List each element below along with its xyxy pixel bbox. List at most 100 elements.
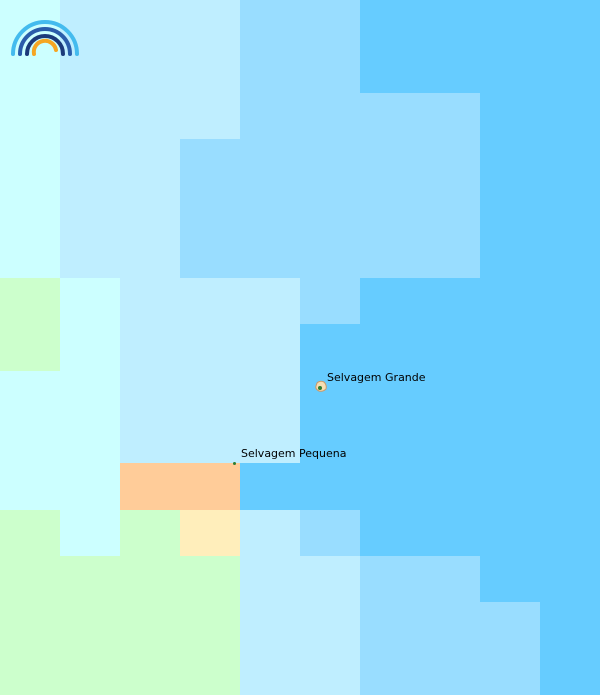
depth-cell — [120, 417, 180, 463]
depth-cell — [300, 46, 360, 93]
depth-cell — [180, 371, 240, 417]
depth-cell — [120, 556, 180, 602]
depth-cell — [180, 278, 240, 324]
depth-cell — [240, 602, 300, 649]
depth-cell — [0, 371, 60, 417]
depth-cell — [240, 93, 300, 139]
depth-cell — [540, 93, 600, 139]
depth-cell — [420, 139, 480, 185]
depth-cell — [480, 46, 540, 93]
depth-cell — [420, 93, 480, 139]
rainbow-arc-icon[interactable] — [8, 14, 82, 58]
depth-cell — [240, 371, 300, 417]
depth-cell — [540, 139, 600, 185]
depth-cell — [480, 510, 540, 556]
depth-cell — [540, 46, 600, 93]
depth-cell — [360, 556, 420, 602]
depth-cell — [300, 417, 360, 463]
depth-cell — [180, 46, 240, 93]
depth-cell — [300, 602, 360, 649]
depth-cell — [480, 324, 540, 371]
depth-cell — [60, 93, 120, 139]
depth-cell — [180, 463, 240, 510]
depth-cell — [420, 556, 480, 602]
depth-cell — [360, 46, 420, 93]
depth-cell — [240, 556, 300, 602]
depth-cell — [120, 185, 180, 232]
depth-cell — [180, 602, 240, 649]
depth-cell — [240, 278, 300, 324]
selvagem-pequena-marker[interactable] — [233, 462, 236, 465]
depth-cell — [360, 232, 420, 278]
depth-cell — [60, 324, 120, 371]
depth-cell — [60, 0, 120, 46]
depth-cell — [0, 46, 60, 93]
depth-cell — [120, 510, 180, 556]
depth-cell — [540, 649, 600, 695]
depth-cell — [180, 556, 240, 602]
depth-cell — [60, 602, 120, 649]
depth-cell — [360, 185, 420, 232]
depth-cell — [540, 324, 600, 371]
depth-cell — [360, 417, 420, 463]
depth-cell — [300, 510, 360, 556]
depth-cell — [60, 278, 120, 324]
depth-cell — [180, 649, 240, 695]
depth-cell — [360, 324, 420, 371]
depth-cell — [420, 649, 480, 695]
depth-cell — [240, 185, 300, 232]
depth-cell — [240, 0, 300, 46]
depth-cell — [540, 185, 600, 232]
depth-cell — [360, 463, 420, 510]
depth-cell — [240, 649, 300, 695]
depth-cell — [180, 185, 240, 232]
depth-cell — [300, 139, 360, 185]
depth-cell — [120, 278, 180, 324]
depth-cell — [180, 232, 240, 278]
depth-cell — [480, 649, 540, 695]
depth-cell — [300, 324, 360, 371]
depth-cell — [180, 0, 240, 46]
depth-cell — [60, 417, 120, 463]
depth-cell — [300, 463, 360, 510]
selvagem-pequena-label: Selvagem Pequena — [241, 447, 347, 460]
depth-cell — [420, 463, 480, 510]
depth-cell — [360, 93, 420, 139]
depth-cell — [300, 371, 360, 417]
depth-cell — [300, 232, 360, 278]
depth-cell — [120, 463, 180, 510]
depth-cell — [180, 139, 240, 185]
depth-cell — [0, 463, 60, 510]
depth-cell — [120, 324, 180, 371]
depth-cell — [60, 139, 120, 185]
depth-cell — [420, 602, 480, 649]
depth-cell — [420, 371, 480, 417]
depth-cell — [420, 278, 480, 324]
depth-cell — [480, 185, 540, 232]
depth-cell — [540, 602, 600, 649]
depth-cell — [0, 649, 60, 695]
depth-cell — [60, 463, 120, 510]
depth-cell — [0, 232, 60, 278]
depth-cell — [480, 463, 540, 510]
depth-cell — [0, 278, 60, 324]
depth-cell — [420, 510, 480, 556]
depth-cell — [420, 324, 480, 371]
depth-cell — [120, 46, 180, 93]
depth-cell — [60, 510, 120, 556]
depth-cell — [360, 649, 420, 695]
depth-cell — [240, 463, 300, 510]
depth-cell — [480, 93, 540, 139]
depth-cell — [480, 371, 540, 417]
depth-cell — [540, 371, 600, 417]
depth-cell — [0, 185, 60, 232]
depth-cell — [60, 371, 120, 417]
depth-cell — [240, 324, 300, 371]
depth-cell — [0, 510, 60, 556]
depth-cell — [360, 0, 420, 46]
depth-cell — [120, 649, 180, 695]
depth-cell — [240, 46, 300, 93]
depth-cell — [240, 510, 300, 556]
